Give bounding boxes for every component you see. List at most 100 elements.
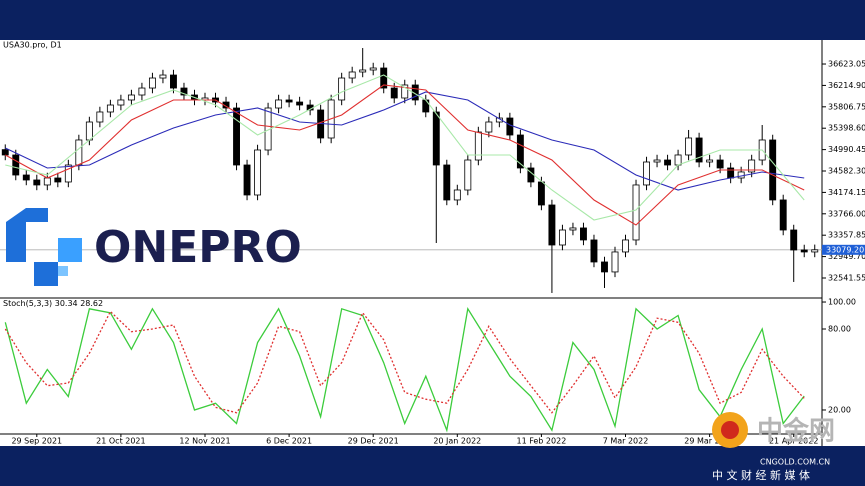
candle-body [443,164,451,201]
moving-average [5,91,805,191]
watermark-slogan: 中 文 财 经 新 媒 体 [712,468,810,482]
candle-body [811,249,819,253]
oscillator-line [4,310,805,414]
x-tick-label: 6 Dec 2021 [266,437,312,446]
candle-body [569,227,577,231]
candle-body [54,177,62,183]
top-band [0,0,865,40]
y-tick-label: 36214.90 [828,81,865,90]
x-tick-label: 29 Sep 2021 [11,437,62,446]
candle-body [106,104,114,113]
candle-body [622,239,629,253]
candle-body [148,77,156,89]
candle-body [800,249,808,253]
candle-body [243,164,251,196]
candle-body [664,159,672,166]
x-tick-label: 21 Apr 2022 [769,437,818,446]
candle-body [254,149,262,196]
candle-body [138,87,146,96]
y-tick-label: 34174.15 [828,188,865,197]
candle-body [706,159,714,163]
x-tick-label: 20 Jan 2022 [433,437,481,446]
y-tick-label: 33357.85 [828,231,865,240]
watermark: 中金网 CNGOLD.COM.CN 中 文 财 经 新 媒 体 [712,412,835,482]
candle-body [1,149,9,156]
candle-body [170,74,177,89]
candle-body [737,171,745,179]
y-tick-label: 20.00 [828,405,851,414]
candle-body [769,139,777,201]
candle-body [474,131,482,161]
logo-text: ONEPRO [94,222,302,273]
y-tick-label: 100.00 [828,298,856,307]
candle-body [695,137,703,163]
oscillator-line [4,307,805,433]
candle-body [590,239,598,263]
x-tick-label: 12 Nov 2021 [179,437,230,446]
candle-body [127,94,135,101]
candle-body [748,159,756,173]
onepro-logo: ONEPRO [6,208,302,286]
oscillator-title: Stoch(5,3,3) 30.34 28.62 [3,299,103,308]
candle-body [359,69,367,73]
candle-body [548,204,556,246]
moving-average [5,84,805,226]
candle-body [22,174,30,181]
candle-body [75,139,83,166]
logo-top [6,208,48,222]
candle-body [180,87,188,96]
candle-body [422,99,430,113]
y-tick-label: 32541.55 [828,273,865,282]
y-tick-label: 80.00 [828,325,851,334]
candle-body [632,184,640,241]
y-tick-label: 34990.45 [828,145,865,154]
y-tick-label: 34582.30 [828,167,865,176]
candle-body [233,107,240,166]
moving-average [5,74,805,221]
y-tick-label: 33766.00 [828,209,865,218]
candle-body [674,154,682,166]
candle-body [611,251,619,273]
candle-body [453,189,461,201]
oscillator-d: 28.62 [80,299,103,308]
plot: 36623.05 36214.90 35806.75 35398.60 34990.45… [0,48,865,446]
candle-body [64,164,72,183]
candle-body [537,181,545,206]
y-tick-label: 36623.05 [828,60,865,69]
watermark-brand: 中金网 [757,416,835,447]
candle-body [380,67,388,89]
candle-body [558,229,566,246]
candle-body [464,159,472,191]
candle-body [285,99,293,103]
logo-square [58,238,82,262]
candle-body [159,74,167,79]
y-tick-label: 35806.75 [828,102,865,111]
x-tick-label: 21 Oct 2021 [96,437,145,446]
chart-title: USA30.pro, D1 [3,41,62,50]
logo-bar [6,222,26,262]
candle-body [401,84,409,99]
candle-body [43,177,51,186]
logo-square [34,262,58,286]
candle-body [275,99,283,109]
candle-body [485,121,493,133]
candle-body [390,87,398,99]
y-tick-label: 32949.70 [828,252,865,261]
bottom-band [0,446,865,486]
candle-body [12,154,20,176]
candle-body [580,227,587,241]
candle-body [643,161,650,186]
y-tick-label: 35398.60 [828,124,865,133]
x-tick-label: 29 Mar 2022 [684,437,735,446]
candle-body [85,121,93,141]
candle-body [117,99,125,106]
watermark-site: CNGOLD.COM.CN [760,458,830,467]
candle-body [653,159,661,163]
candle-body [790,229,798,251]
x-tick-label: 29 Dec 2021 [348,437,399,446]
logo-square [58,266,68,276]
candle-body [296,101,304,106]
candle-body [685,137,693,156]
candle-body [338,77,346,101]
watermark-icon-inner [721,421,739,439]
